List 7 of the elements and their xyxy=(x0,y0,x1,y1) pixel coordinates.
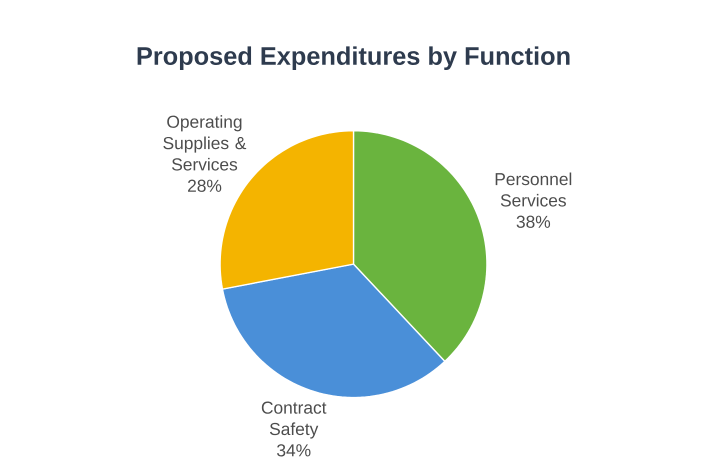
chart-title: Proposed Expenditures by Function xyxy=(138,46,570,70)
data-label: 28% xyxy=(188,180,222,192)
slice-label: Operating Supplies & Services xyxy=(163,115,246,171)
data-label: 38% xyxy=(516,216,550,228)
slice-label: Contract Safety xyxy=(262,402,326,439)
slice-label: Personnel Services xyxy=(496,172,572,207)
data-label: 34% xyxy=(277,444,310,457)
